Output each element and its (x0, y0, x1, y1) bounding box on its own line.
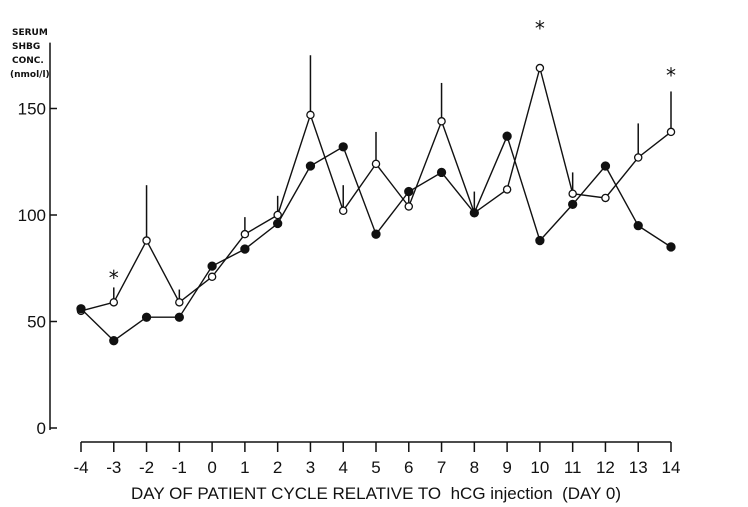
filled-data-point (666, 242, 676, 252)
open-data-point (568, 189, 577, 198)
x-axis-label: DAY OF PATIENT CYCLE RELATIVE TO hCG inj… (131, 484, 621, 503)
filled-data-point (404, 186, 414, 197)
open-data-point (207, 272, 217, 282)
x-tick-label: 12 (596, 458, 615, 477)
x-tick-label: 5 (371, 458, 380, 477)
open-data-point (306, 110, 315, 120)
x-tick-label: 14 (662, 458, 681, 477)
filled-data-point (174, 312, 184, 322)
x-tick-label: 8 (470, 458, 479, 477)
open-data-point (601, 193, 610, 203)
open-data-point (666, 127, 676, 137)
open-data-point (502, 185, 512, 194)
filled-data-point (141, 312, 152, 322)
filled-data-point (371, 229, 381, 239)
series-line (80, 65, 672, 312)
x-ticks: -4 -3 -2 -1 0 1 2 3 4 5 6 7 8 9 10 11 12 13 14 (73, 442, 680, 477)
filled-data-point (436, 167, 447, 178)
filled-data-point (502, 131, 512, 141)
y-axis-label-line-4: (nmol/l) (10, 70, 50, 80)
filled-data-point (568, 199, 578, 210)
significance-star: * (666, 63, 676, 87)
filled-data-point (273, 218, 283, 229)
x-tick-label: 1 (240, 458, 249, 477)
x-tick-label: -3 (106, 458, 121, 477)
open-data-point (109, 298, 119, 307)
open-data-point (175, 298, 184, 307)
series-filled-circle (76, 131, 676, 346)
filled-data-point (469, 208, 479, 218)
filled-data-point (535, 235, 545, 246)
y-tick-label: 50 (27, 313, 46, 332)
y-axis-label-line-1: SERUM (12, 28, 48, 38)
x-tick-label: 2 (273, 458, 282, 477)
series-open-circle (76, 55, 676, 316)
open-data-point (404, 202, 414, 211)
open-data-point (338, 206, 348, 215)
open-data-point (437, 117, 446, 126)
x-tick-label: 4 (338, 458, 347, 477)
filled-data-point (338, 142, 348, 152)
y-tick-label: 100 (18, 206, 46, 225)
x-tick-label: 11 (564, 458, 582, 477)
filled-data-point (305, 161, 316, 171)
x-tick-label: -2 (139, 458, 154, 477)
significance-markers: * * * (109, 17, 676, 290)
open-data-point (142, 236, 151, 245)
y-tick-label: 0 (37, 419, 46, 438)
open-data-point (273, 210, 282, 220)
x-tick-label: 13 (629, 458, 648, 477)
x-tick-label: 7 (437, 458, 446, 477)
x-tick-label: 0 (207, 458, 216, 477)
filled-data-point (76, 304, 86, 314)
filled-data-point (207, 261, 217, 271)
significance-star: * (109, 266, 119, 290)
filled-data-point (109, 336, 119, 346)
open-data-point (535, 63, 545, 73)
y-tick-label: 150 (18, 100, 46, 119)
x-tick-label: 6 (404, 458, 413, 477)
filled-data-point (240, 244, 250, 254)
filled-data-point (633, 220, 643, 231)
y-axis-label-line-3: CONC. (12, 56, 44, 66)
significance-star: * (535, 17, 545, 41)
open-data-point (240, 229, 250, 239)
open-data-point (371, 159, 381, 169)
x-tick-label: 10 (530, 458, 549, 477)
open-data-point (633, 153, 643, 162)
filled-data-point (600, 161, 611, 171)
y-ticks: 0 50 100 150 (18, 100, 57, 438)
x-tick-label: 3 (306, 458, 315, 477)
x-tick-label: -4 (73, 458, 88, 477)
x-tick-label: 9 (502, 458, 511, 477)
x-tick-label: -1 (172, 458, 187, 477)
series-layer (76, 55, 676, 346)
y-axis-label: SERUM SHBG CONC. (nmol/l) (10, 28, 50, 80)
y-axis-label-line-2: SHBG (12, 42, 40, 52)
